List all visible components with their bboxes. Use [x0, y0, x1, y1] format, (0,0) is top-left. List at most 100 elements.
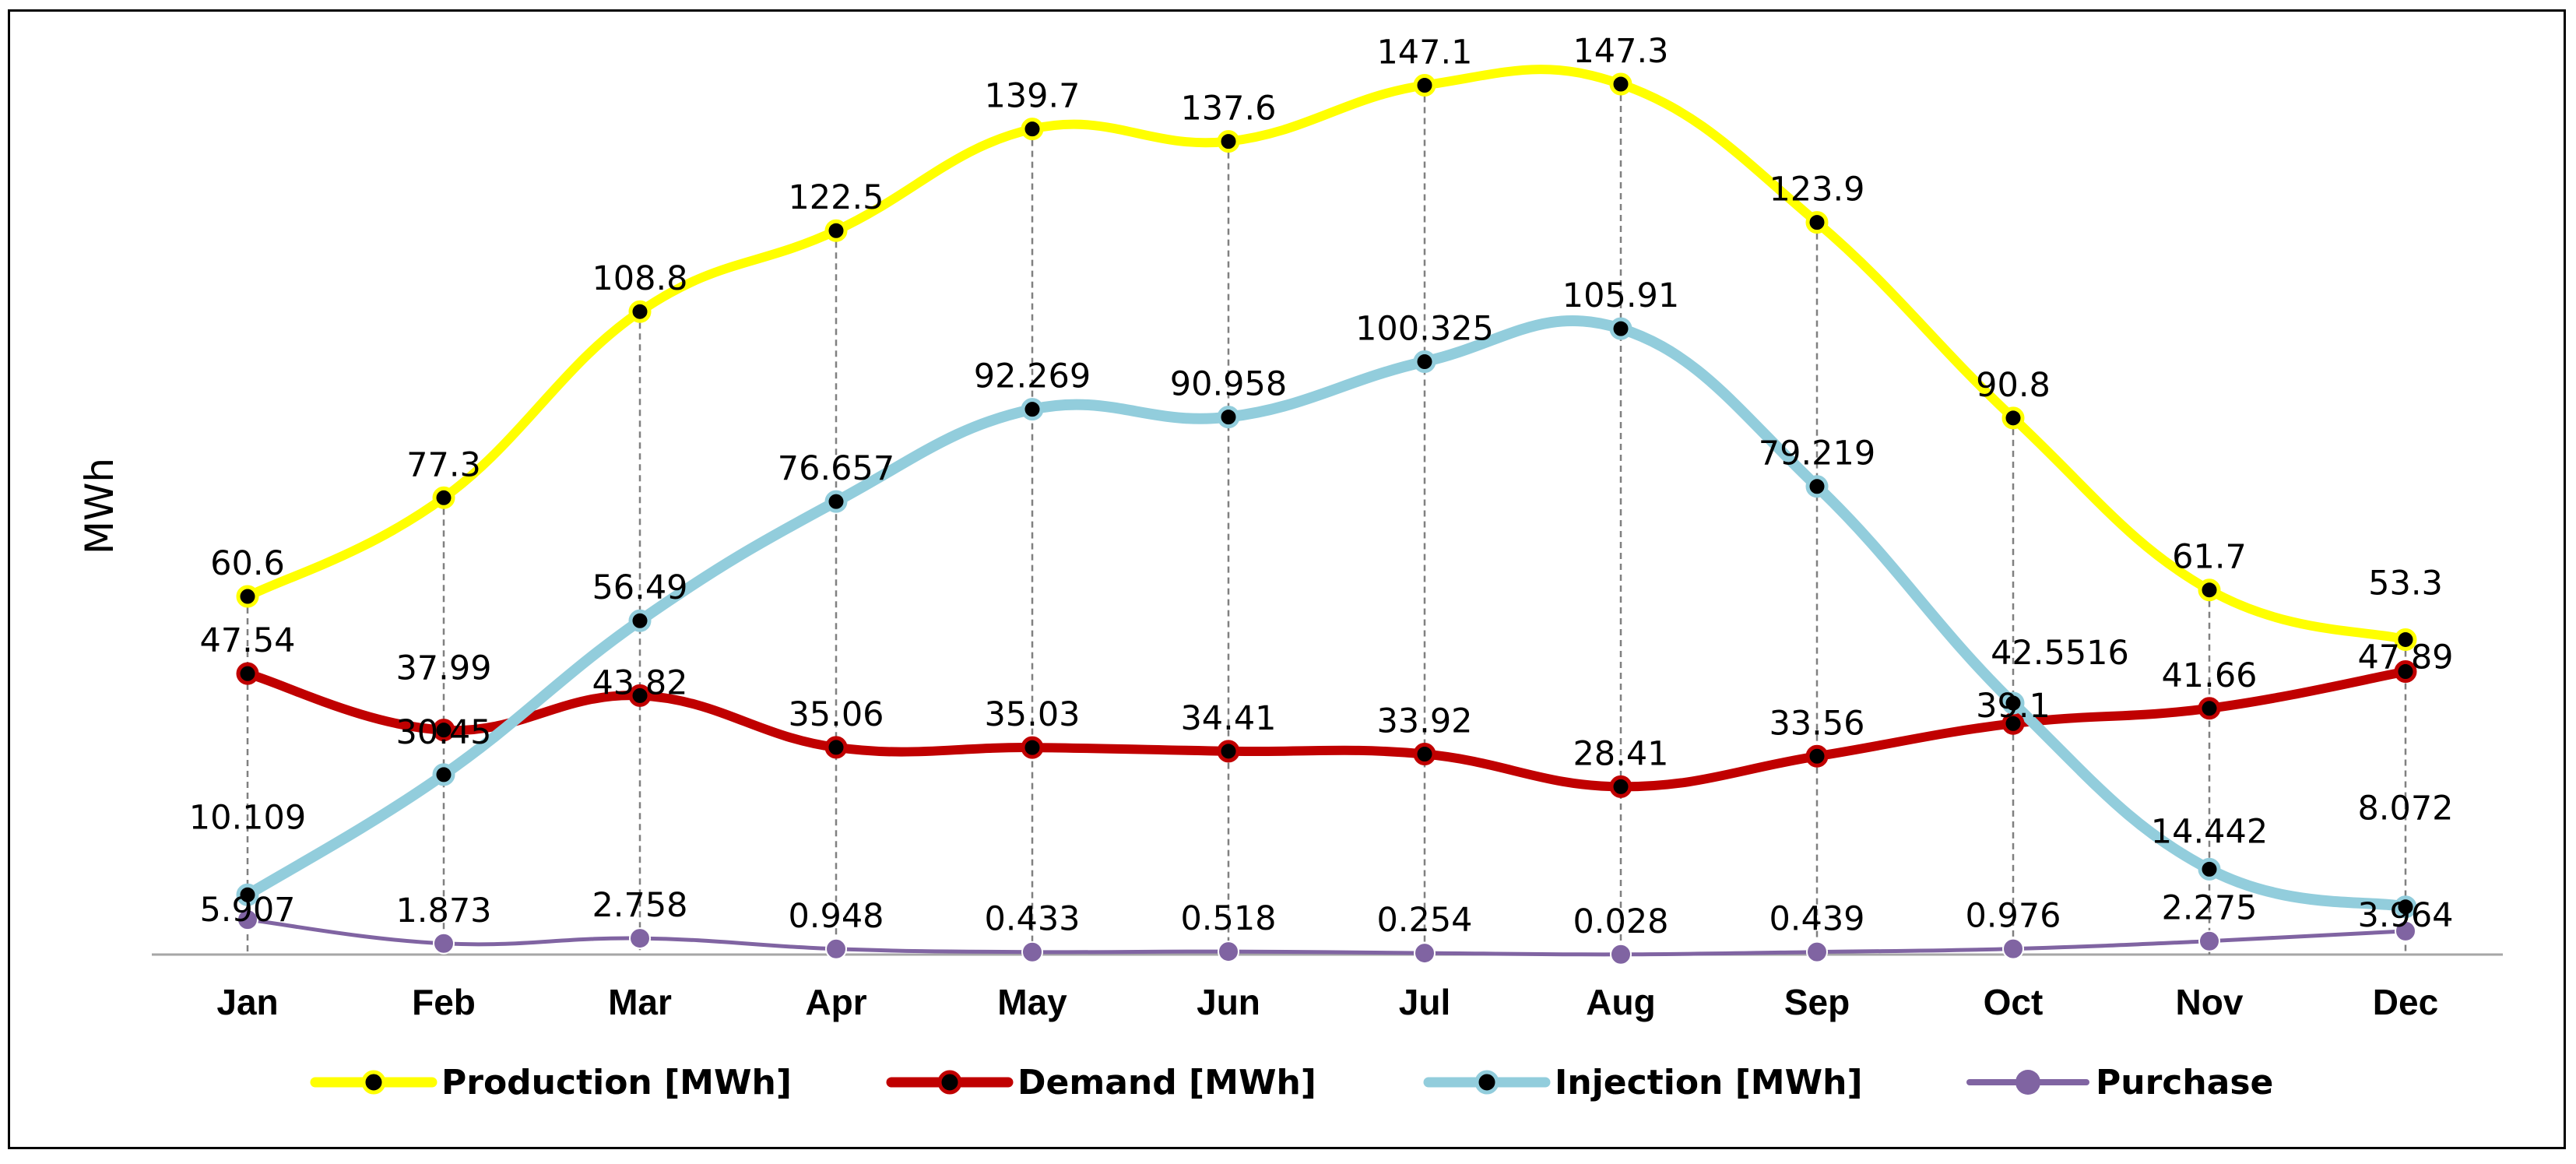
demand-point-sep	[1805, 744, 1829, 768]
demand-label-apr: 35.06	[788, 695, 884, 734]
purchase-point-apr	[825, 937, 847, 960]
production-point-sep	[1805, 211, 1829, 234]
purchase-legend-marker	[2015, 1070, 2040, 1095]
demand-legend-marker	[937, 1070, 962, 1095]
x-tick-jun: Jun	[1197, 982, 1260, 1022]
injection-label-dec: 8.072	[2357, 789, 2453, 828]
production-label-jul: 147.1	[1376, 33, 1472, 72]
demand-point-may	[1021, 736, 1044, 759]
demand-point-jul	[1413, 743, 1436, 766]
demand-label-jul: 33.92	[1376, 702, 1472, 741]
production-point-jan	[236, 585, 259, 608]
purchase-label-may: 0.433	[984, 900, 1080, 939]
purchase-point-nov	[2198, 930, 2220, 952]
production-point-jun	[1217, 130, 1240, 153]
x-tick-feb: Feb	[412, 982, 476, 1022]
purchase-point-jan	[237, 909, 258, 931]
production-point-oct	[2001, 406, 2025, 430]
purchase-point-feb	[433, 932, 455, 955]
injection-point-sep	[1805, 475, 1829, 498]
x-tick-jul: Jul	[1399, 982, 1450, 1022]
production-label-feb: 77.3	[406, 445, 481, 484]
production-label-may: 139.7	[984, 77, 1080, 116]
production-label-dec: 53.3	[2368, 564, 2443, 603]
demand-point-mar	[628, 684, 652, 707]
production-point-feb	[432, 486, 455, 509]
x-tick-aug: Aug	[1586, 982, 1655, 1022]
purchase-label-jun: 0.518	[1180, 899, 1276, 938]
demand-label-jan: 47.54	[199, 621, 295, 660]
injection-label-jul: 100.325	[1355, 310, 1494, 349]
x-tick-dec: Dec	[2373, 982, 2438, 1022]
purchase-point-sep	[1806, 941, 1828, 963]
chart-frame	[8, 9, 2566, 1149]
drop-lines	[246, 83, 2407, 955]
purchase-label-dec: 3.964	[2357, 896, 2453, 935]
demand-point-feb	[432, 719, 455, 742]
injection-label-sep: 79.219	[1759, 434, 1875, 473]
injection-label-apr: 76.657	[778, 449, 894, 488]
x-tick-mar: Mar	[608, 982, 672, 1022]
production-line	[243, 65, 2410, 645]
demand-label-nov: 41.66	[2161, 656, 2257, 695]
production-label-jun: 137.6	[1180, 90, 1276, 128]
injection-label-aug: 105.91	[1562, 276, 1679, 315]
value-labels: 60.6 77.3 108.8 122.5 139.7 137.6 147.1 147.3 12…	[189, 32, 2454, 941]
purchase-label-sep: 0.439	[1769, 900, 1864, 939]
purchase-label-feb: 1.873	[395, 891, 491, 930]
injection-point-nov	[2198, 857, 2221, 881]
injection-label-may: 92.269	[974, 357, 1091, 396]
purchase-point-oct	[2002, 937, 2024, 960]
production-label-aug: 147.3	[1573, 32, 1668, 71]
series-markers	[236, 72, 2417, 965]
production-point-jul	[1413, 74, 1436, 97]
production-point-dec	[2394, 628, 2417, 651]
demand-label-aug: 28.41	[1573, 734, 1668, 773]
production-point-may	[1021, 118, 1044, 141]
purchase-point-may	[1021, 941, 1043, 963]
production-label-jan: 60.6	[210, 544, 285, 583]
injection-point-aug	[1609, 317, 1632, 340]
purchase-label-jan: 5.907	[199, 891, 295, 930]
x-tick-nov: Nov	[2176, 982, 2244, 1022]
series-lines	[242, 65, 2411, 957]
production-label-oct: 90.8	[1976, 366, 2051, 405]
x-tick-apr: Apr	[805, 982, 866, 1022]
demand-label-feb: 37.99	[395, 649, 491, 688]
x-tick-oct: Oct	[1984, 982, 2044, 1022]
injection-legend-marker	[1474, 1070, 1499, 1095]
injection-point-oct	[2001, 691, 2025, 715]
legend: Production [MWh] Demand [MWh] Injection [M…	[310, 1063, 2273, 1102]
injection-label-jun: 90.958	[1170, 365, 1287, 404]
x-tick-jan: Jan	[216, 982, 278, 1022]
production-legend-marker	[361, 1070, 386, 1095]
injection-point-dec	[2394, 895, 2417, 919]
demand-point-jun	[1217, 740, 1240, 763]
demand-label-may: 35.03	[984, 695, 1080, 734]
purchase-point-mar	[629, 927, 651, 950]
production-point-aug	[1609, 72, 1632, 96]
injection-label-oct: 42.5516	[1991, 634, 2129, 673]
injection-point-apr	[824, 490, 848, 513]
purchase-point-aug	[1610, 943, 1632, 965]
y-axis-label: MWh	[77, 458, 122, 554]
demand-point-aug	[1609, 775, 1632, 798]
x-tick-labels: Jan Feb Mar Apr May Jun Jul Aug Sep Oct Nov Dec	[216, 982, 2438, 1022]
purchase-label-nov: 2.275	[2161, 889, 2257, 928]
demand-label-oct: 39.1	[1976, 687, 2051, 726]
injection-label-nov: 14.442	[2151, 812, 2268, 851]
purchase-line	[245, 917, 2408, 957]
purchase-label-aug: 0.028	[1573, 902, 1668, 941]
injection-label-feb: 30.45	[395, 713, 491, 752]
demand-label-sep: 33.56	[1769, 704, 1864, 743]
x-tick-sep: Sep	[1784, 982, 1850, 1022]
production-point-apr	[824, 219, 848, 242]
injection-point-jan	[236, 883, 259, 906]
purchase-label-jul: 0.254	[1376, 901, 1472, 940]
purchase-label-oct: 0.976	[1965, 897, 2061, 936]
injection-label-jan: 10.109	[189, 798, 306, 837]
injection-point-may	[1021, 398, 1044, 421]
purchase-point-jun	[1218, 941, 1239, 963]
purchase-point-jul	[1414, 942, 1436, 965]
